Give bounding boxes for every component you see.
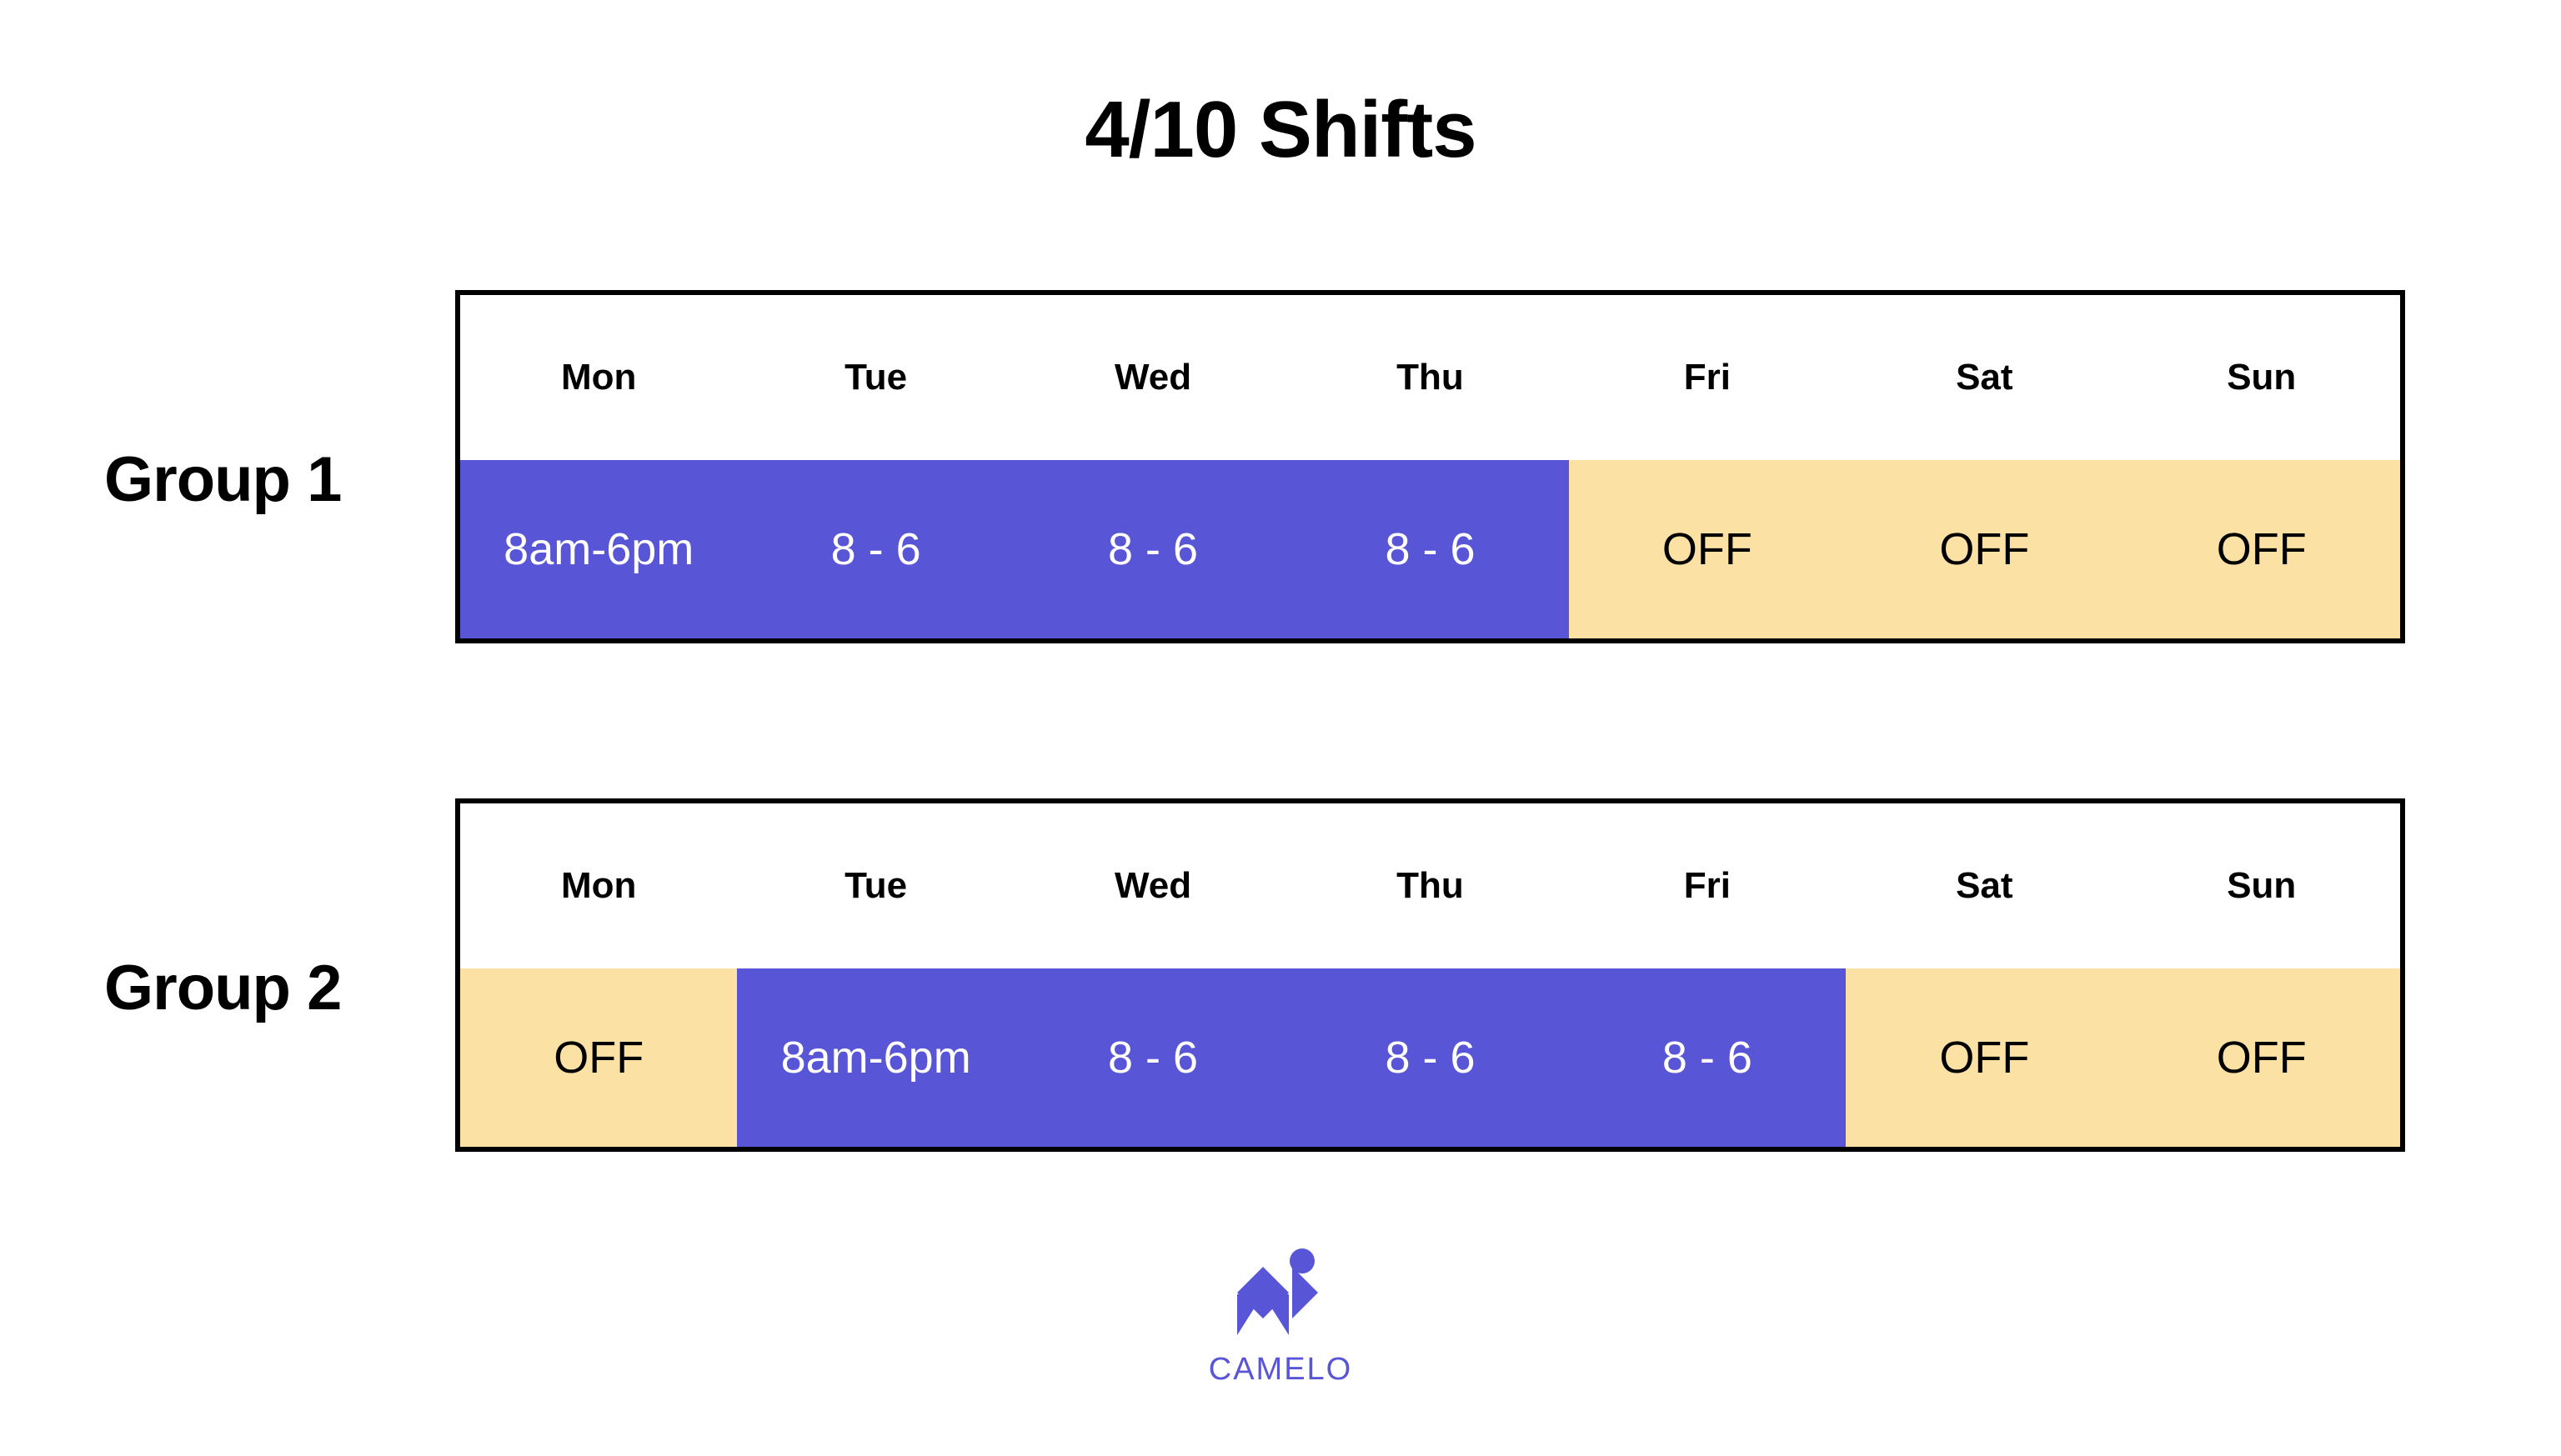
shift-cell[interactable]: OFF — [1846, 968, 2123, 1147]
shift-cell[interactable]: 8 - 6 — [1291, 460, 1569, 638]
day-header-cell: Thu — [1291, 295, 1569, 460]
brand-name: CAMELO — [1208, 1352, 1353, 1387]
day-header-cell: Mon — [460, 295, 738, 460]
shift-cell[interactable]: OFF — [1846, 460, 2123, 638]
day-header-cell: Thu — [1291, 803, 1569, 968]
shift-cell[interactable]: OFF — [1568, 460, 1847, 638]
shift-cell[interactable]: 8 - 6 — [1014, 460, 1292, 638]
day-header-row: Mon Tue Wed Thu Fri Sat Sun — [460, 803, 2400, 968]
shift-cell[interactable]: 8am-6pm — [460, 460, 738, 638]
day-header-cell: Sat — [1846, 295, 2123, 460]
day-header-cell: Sun — [2122, 295, 2400, 460]
shift-row: OFF 8am-6pm 8 - 6 8 - 6 8 - 6 OFF OFF — [460, 968, 2400, 1147]
day-header-row: Mon Tue Wed Thu Fri Sat Sun — [460, 295, 2400, 460]
day-header-cell: Sun — [2122, 803, 2400, 968]
shift-cell[interactable]: 8am-6pm — [737, 968, 1015, 1147]
schedule-grid: Mon Tue Wed Thu Fri Sat Sun 8am-6pm 8 - … — [460, 295, 2400, 638]
day-header-cell: Wed — [1014, 803, 1292, 968]
schedule-table: Mon Tue Wed Thu Fri Sat Sun 8am-6pm 8 - … — [455, 290, 2405, 643]
shift-cell[interactable]: OFF — [2122, 460, 2400, 638]
group-label: Group 1 — [104, 444, 342, 515]
shift-cell[interactable]: OFF — [2122, 968, 2400, 1147]
day-header-cell: Tue — [737, 295, 1015, 460]
schedule-grid: Mon Tue Wed Thu Fri Sat Sun OFF 8am-6pm … — [460, 803, 2400, 1147]
shift-cell[interactable]: 8 - 6 — [1291, 968, 1569, 1147]
shift-cell[interactable]: OFF — [460, 968, 738, 1147]
shift-row: 8am-6pm 8 - 6 8 - 6 8 - 6 OFF OFF OFF — [460, 460, 2400, 638]
brand-footer: CAMELO — [0, 1248, 2561, 1385]
camelo-camel-logo-icon — [1237, 1248, 1318, 1335]
day-header-cell: Mon — [460, 803, 738, 968]
day-header-cell: Fri — [1568, 803, 1847, 968]
group-label: Group 2 — [104, 953, 342, 1023]
day-header-cell: Sat — [1846, 803, 2123, 968]
day-header-cell: Fri — [1568, 295, 1847, 460]
shift-cell[interactable]: 8 - 6 — [1014, 968, 1292, 1147]
day-header-cell: Wed — [1014, 295, 1292, 460]
shift-cell[interactable]: 8 - 6 — [737, 460, 1015, 638]
day-header-cell: Tue — [737, 803, 1015, 968]
shift-cell[interactable]: 8 - 6 — [1568, 968, 1847, 1147]
page-title: 4/10 Shifts — [1085, 85, 1476, 174]
schedule-table: Mon Tue Wed Thu Fri Sat Sun OFF 8am-6pm … — [455, 798, 2405, 1152]
